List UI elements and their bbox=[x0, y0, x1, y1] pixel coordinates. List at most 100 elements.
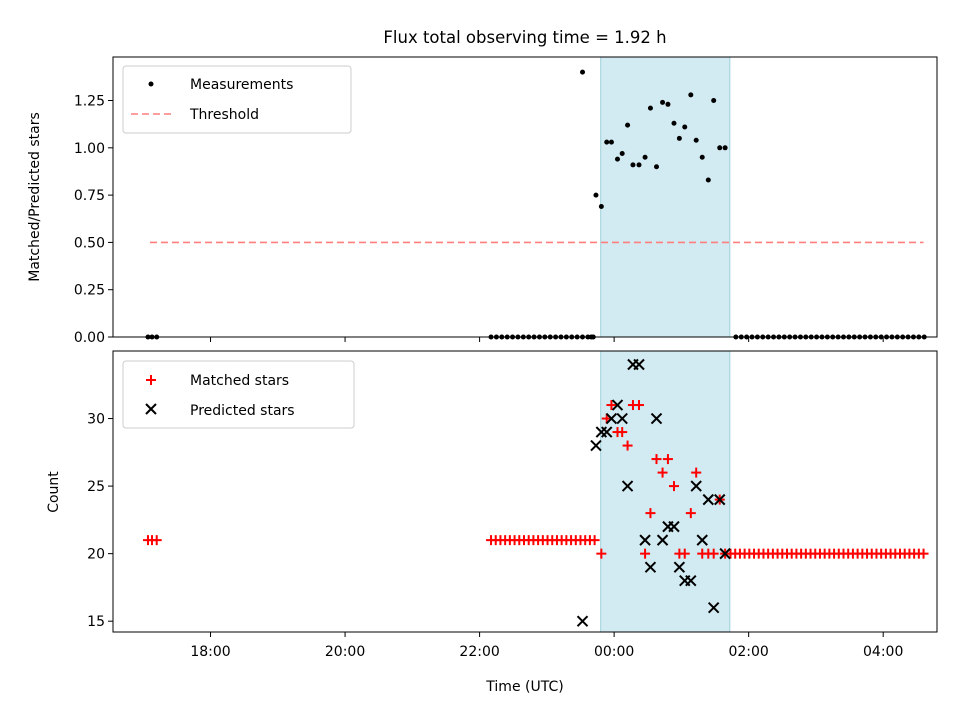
ratio-legend: Measurements Threshold bbox=[122, 65, 352, 134]
measurement-point bbox=[665, 101, 671, 107]
matched-star-point bbox=[622, 440, 633, 451]
matched-star-point bbox=[151, 535, 162, 546]
measurement-point bbox=[619, 150, 625, 156]
predicted-star-point bbox=[702, 493, 715, 506]
predicted-star-point bbox=[616, 412, 628, 425]
measurements-legend-marker bbox=[148, 81, 154, 87]
measurement-point bbox=[630, 162, 636, 168]
predicted-stars-points bbox=[576, 358, 731, 627]
predicted-star-point bbox=[707, 601, 720, 614]
predicted-legend-label: Predicted stars bbox=[190, 403, 295, 419]
measurement-point bbox=[580, 69, 586, 75]
measurement-point bbox=[654, 164, 660, 170]
ratio-legend-box bbox=[122, 65, 352, 134]
predicted-star-point bbox=[656, 534, 669, 546]
predicted-star-point bbox=[644, 561, 657, 573]
matched-star-point bbox=[918, 548, 929, 559]
predicted-star-point bbox=[668, 520, 680, 533]
ratio-y-tick-label: 0.00 bbox=[74, 330, 105, 346]
matched-star-point bbox=[679, 548, 690, 559]
measurement-point bbox=[705, 177, 711, 183]
matched-star-point bbox=[708, 548, 719, 559]
x-tick-label: 18:00 bbox=[190, 644, 230, 660]
counts-y-tick-label: 30 bbox=[87, 412, 105, 428]
ratio-y-label: Matched/Predicted stars bbox=[27, 112, 43, 282]
ratio-y-tick-label: 1.00 bbox=[74, 141, 105, 157]
x-tick-label: 22:00 bbox=[459, 644, 499, 660]
predicted-star-point bbox=[611, 399, 624, 411]
predicted-star-point bbox=[719, 547, 731, 560]
x-tick-label: 00:00 bbox=[594, 644, 634, 660]
ratio-y-axis: 0.00 0.25 0.50 0.75 1.00 1.25 bbox=[74, 94, 113, 346]
predicted-star-point bbox=[650, 412, 663, 425]
x-tick-label: 04:00 bbox=[863, 644, 903, 660]
ratio-y-tick-label: 0.50 bbox=[74, 235, 105, 251]
ratio-y-tick-label: 0.75 bbox=[74, 188, 105, 204]
predicted-legend-marker bbox=[145, 403, 157, 415]
predicted-star-point bbox=[714, 493, 726, 506]
measurement-point bbox=[593, 192, 599, 198]
measurement-point bbox=[598, 203, 604, 209]
measurements-legend-label: Measurements bbox=[190, 77, 293, 93]
x-axis-label: Time (UTC) bbox=[485, 679, 563, 695]
ratio-panel: 0.00 0.25 0.50 0.75 1.00 1.25 Matched/Predict… bbox=[27, 56, 938, 346]
matched-star-point bbox=[691, 467, 702, 478]
observing-window-shade bbox=[600, 56, 731, 338]
predicted-star-point bbox=[696, 534, 708, 546]
measurement-point bbox=[682, 124, 688, 130]
matched-star-point bbox=[640, 548, 651, 559]
measurement-point bbox=[614, 156, 620, 162]
chart-title: Flux total observing time = 1.92 h bbox=[383, 28, 666, 47]
counts-panel-frame bbox=[112, 350, 938, 633]
matched-star-point bbox=[685, 508, 696, 519]
measurement-point bbox=[676, 135, 682, 141]
matched-legend-label: Matched stars bbox=[190, 373, 289, 389]
counts-y-axis: 15 20 25 30 bbox=[87, 412, 113, 630]
predicted-star-point bbox=[639, 534, 651, 546]
predicted-star-point bbox=[576, 615, 589, 627]
measurement-point bbox=[647, 105, 653, 111]
matched-star-point bbox=[651, 454, 662, 465]
predicted-star-point bbox=[601, 426, 613, 438]
matched-star-point bbox=[634, 400, 645, 411]
counts-y-label: Count bbox=[46, 471, 62, 513]
matched-star-point bbox=[589, 535, 600, 546]
matched-star-point bbox=[657, 467, 668, 478]
predicted-star-point bbox=[633, 358, 645, 371]
predicted-star-point bbox=[621, 480, 634, 492]
observing-window-shade bbox=[600, 350, 731, 633]
measurement-point bbox=[604, 139, 610, 145]
measurement-point bbox=[660, 99, 666, 105]
ratio-panel-frame bbox=[112, 56, 938, 338]
measurement-point bbox=[642, 154, 648, 160]
measurement-point bbox=[722, 145, 728, 151]
matched-star-point bbox=[662, 454, 673, 465]
measurement-point bbox=[608, 139, 614, 145]
measurement-point bbox=[636, 162, 642, 168]
measurement-point bbox=[699, 154, 705, 160]
matched-legend-marker bbox=[146, 375, 156, 385]
counts-legend-box bbox=[122, 360, 355, 429]
measurement-point bbox=[717, 145, 723, 151]
counts-legend: Matched stars Predicted stars bbox=[122, 360, 355, 429]
counts-y-tick-label: 15 bbox=[87, 614, 105, 630]
ratio-x-ticks bbox=[210, 337, 884, 342]
measurement-point bbox=[688, 92, 694, 98]
predicted-star-point bbox=[673, 561, 686, 573]
matched-star-point bbox=[606, 400, 617, 411]
counts-y-tick-label: 25 bbox=[87, 479, 105, 495]
x-tick-label: 20:00 bbox=[325, 644, 365, 660]
threshold-legend-label: Threshold bbox=[189, 107, 259, 123]
predicted-star-point bbox=[605, 412, 618, 425]
matched-star-point bbox=[617, 427, 628, 438]
matched-star-point bbox=[668, 481, 679, 492]
predicted-star-point bbox=[690, 480, 702, 492]
x-tick-label: 02:00 bbox=[728, 644, 768, 660]
measurement-point bbox=[625, 122, 631, 128]
predicted-star-point bbox=[590, 439, 602, 452]
ratio-y-tick-label: 1.25 bbox=[74, 94, 105, 110]
measurement-point bbox=[693, 137, 699, 143]
matched-star-point bbox=[645, 508, 656, 519]
